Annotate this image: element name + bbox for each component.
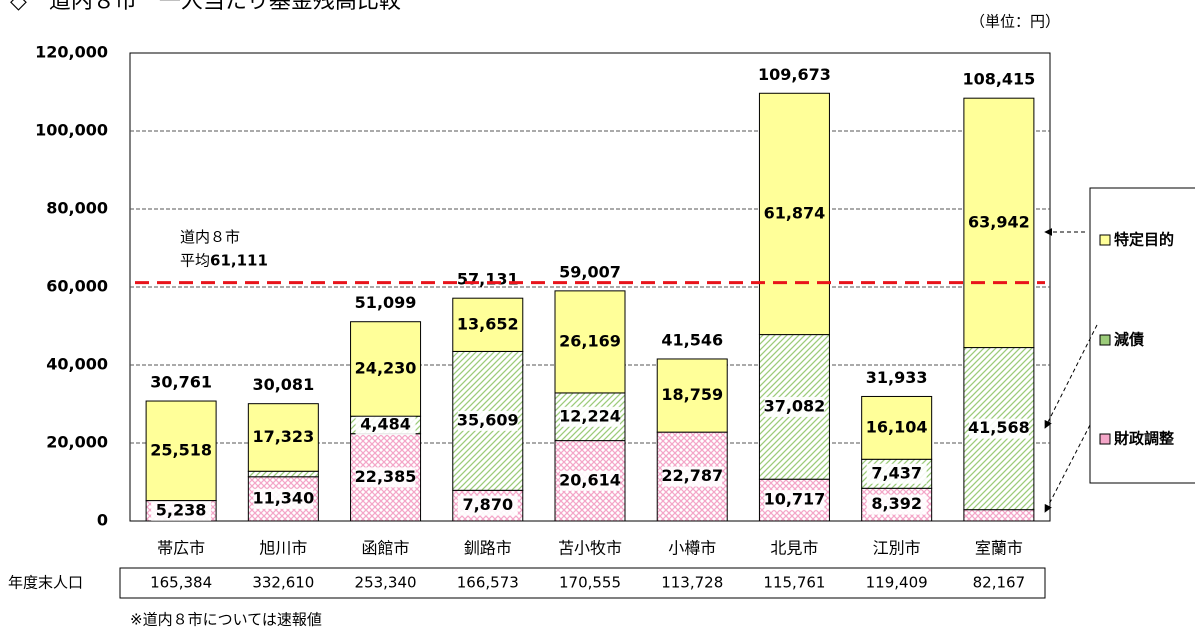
value-label: 7,437 <box>871 463 922 482</box>
value-label: 10,717 <box>764 490 826 509</box>
value-label: 4,484 <box>360 414 411 433</box>
value-label: 41,568 <box>968 418 1030 437</box>
legend-label: 財政調整 <box>1113 430 1174 448</box>
y-tick-label: 120,000 <box>35 43 108 62</box>
legend-arrow <box>1045 425 1090 512</box>
value-label: 5,238 <box>156 500 207 519</box>
total-label: 57,131 <box>457 270 519 289</box>
average-value: 61,111 <box>210 251 268 269</box>
value-label: 12,224 <box>559 406 621 425</box>
x-tick-label: 帯広市 <box>157 539 205 558</box>
population-value: 166,573 <box>457 574 519 592</box>
y-tick-label: 60,000 <box>46 277 108 296</box>
value-label: 18,759 <box>661 385 723 404</box>
legend-swatch <box>1100 335 1110 345</box>
total-label: 109,673 <box>758 65 831 84</box>
unit-label: （単位：円） <box>970 13 1060 31</box>
x-tick-label: 釧路市 <box>464 539 512 558</box>
y-tick-label: 80,000 <box>46 199 108 218</box>
population-value: 113,728 <box>661 574 723 592</box>
value-label: 63,942 <box>968 212 1030 231</box>
value-label: 22,787 <box>661 466 723 485</box>
total-label: 51,099 <box>355 293 417 312</box>
legend-swatch <box>1100 235 1110 245</box>
population-header: 年度末人口 <box>8 574 83 592</box>
note: ※道内８市については速報値 <box>130 611 322 629</box>
y-tick-label: 40,000 <box>46 355 108 374</box>
total-label: 41,546 <box>661 330 723 349</box>
value-label: 13,652 <box>457 314 519 333</box>
value-label: 22,385 <box>355 467 417 486</box>
x-tick-label: 江別市 <box>873 539 921 558</box>
bar-segment <box>248 471 318 477</box>
x-tick-label: 旭川市 <box>259 539 307 558</box>
chart: ◇ 道内８市 一人当たり基金残高比較 （単位：円） 年度末人口 ※道内８市につい… <box>0 0 1195 633</box>
value-label: 16,104 <box>866 417 928 436</box>
value-label: 26,169 <box>559 331 621 350</box>
bar-segment <box>964 510 1034 521</box>
total-label: 108,415 <box>962 70 1035 89</box>
x-tick-label: 小樽市 <box>668 539 716 558</box>
value-label: 20,614 <box>559 470 621 489</box>
population-value: 119,409 <box>866 574 928 592</box>
y-tick-label: 20,000 <box>46 433 108 452</box>
value-label: 37,082 <box>764 396 826 415</box>
y-tick-label: 0 <box>97 511 108 530</box>
value-label: 7,870 <box>462 495 513 514</box>
average-name: 道内８市 <box>180 228 240 246</box>
value-label: 11,340 <box>252 488 314 507</box>
legend-label: 減債 <box>1114 331 1144 349</box>
total-label: 30,081 <box>252 375 314 394</box>
population-value: 170,555 <box>559 574 621 592</box>
population-value: 253,340 <box>355 574 417 592</box>
value-label: 25,518 <box>150 440 212 459</box>
total-label: 30,761 <box>150 373 212 392</box>
population-value: 82,167 <box>973 574 1026 592</box>
average-label: 平均61,111 <box>180 251 268 269</box>
x-tick-label: 函館市 <box>362 539 410 558</box>
population-value: 115,761 <box>763 574 825 592</box>
legend-swatch <box>1100 434 1110 444</box>
legend-label: 特定目的 <box>1114 231 1174 249</box>
value-label: 35,609 <box>457 410 519 429</box>
y-tick-label: 100,000 <box>35 121 108 140</box>
value-label: 24,230 <box>355 358 417 377</box>
x-tick-label: 北見市 <box>770 539 818 558</box>
population-value: 165,384 <box>150 574 212 592</box>
chart-title: ◇ 道内８市 一人当たり基金残高比較 <box>10 0 401 14</box>
average-prefix: 平均 <box>180 251 210 269</box>
value-label: 8,392 <box>871 494 922 513</box>
total-label: 31,933 <box>866 368 928 387</box>
value-label: 17,323 <box>252 427 314 446</box>
population-value: 332,610 <box>252 574 314 592</box>
total-label: 59,007 <box>559 262 621 281</box>
x-tick-label: 室蘭市 <box>975 539 1023 558</box>
legend-arrow <box>1045 325 1097 428</box>
x-tick-label: 苫小牧市 <box>558 539 622 558</box>
value-label: 61,874 <box>764 203 826 222</box>
